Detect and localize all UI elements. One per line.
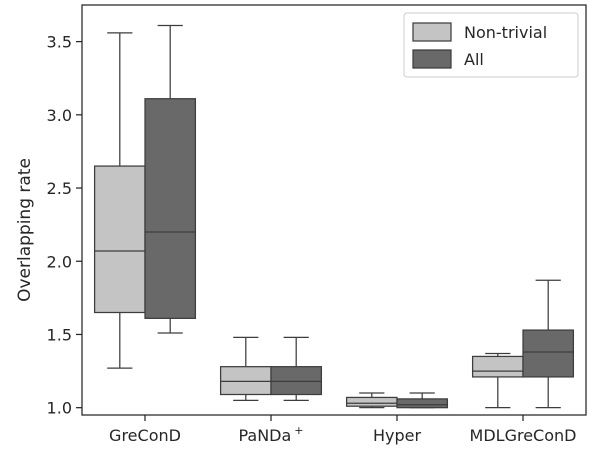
boxes-layer (95, 26, 574, 408)
y-tick-label: 3.5 (47, 33, 72, 52)
y-tick-label: 1.5 (47, 325, 72, 344)
box-panda-non-trivial (221, 337, 271, 400)
legend-label: All (464, 50, 484, 69)
x-axis: GreConD PaNDa + Hyper MDLGreConD (109, 415, 576, 445)
x-tick-label: MDLGreConD (470, 426, 577, 445)
legend-swatch (413, 50, 451, 68)
box-panda-all (271, 337, 321, 400)
y-tick-label: 1.0 (47, 399, 72, 418)
x-tick-label: GreConD (109, 426, 181, 445)
y-tick-label: 3.0 (47, 106, 72, 125)
x-tick-label: Hyper (373, 426, 422, 445)
box-grecond-non-trivial (95, 33, 145, 368)
box-hyper-non-trivial (347, 393, 397, 408)
y-axis: 1.0 1.5 2.0 2.5 3.0 3.5 (47, 33, 82, 418)
y-tick-label: 2.5 (47, 179, 72, 198)
box-body (523, 330, 573, 377)
y-tick-label: 2.0 (47, 252, 72, 271)
x-tick-label: PaNDa + (238, 424, 303, 445)
legend-swatch (413, 23, 451, 41)
box-hyper-all (397, 393, 447, 408)
box-body (221, 367, 271, 395)
legend: Non-trivial All (404, 13, 578, 77)
box-body (271, 367, 321, 395)
box-mdlgrecond-non-trivial (473, 354, 523, 408)
box-body (95, 166, 145, 312)
box-body (145, 99, 195, 319)
legend-label: Non-trivial (464, 23, 547, 42)
box-body (347, 397, 397, 406)
box-body (473, 356, 523, 377)
box-body (397, 399, 447, 408)
box-mdlgrecond-all (523, 280, 573, 407)
x-tick-superscript: + (294, 424, 303, 437)
box-grecond-all (145, 26, 195, 334)
y-axis-label: Overlapping rate (15, 158, 35, 302)
